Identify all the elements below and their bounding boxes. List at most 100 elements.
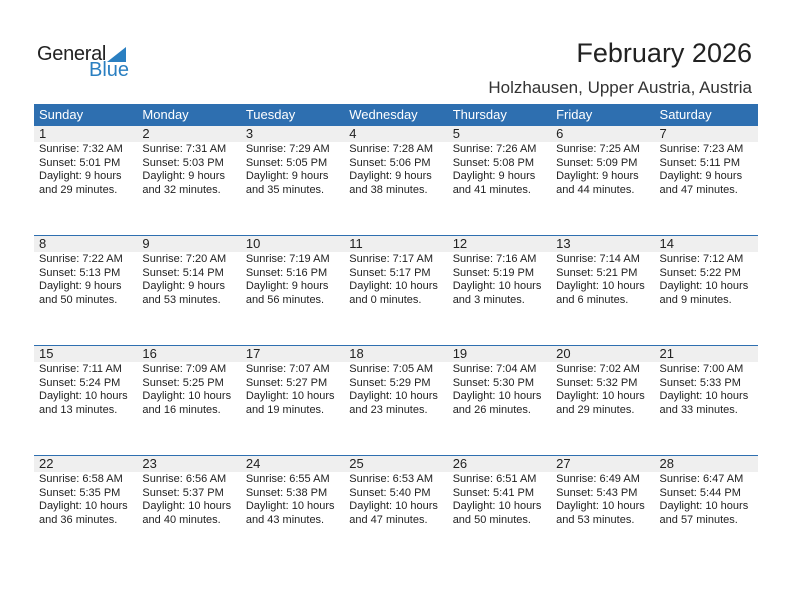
daylight-minutes-text: and 44 minutes.: [556, 183, 635, 196]
day-info: Sunrise: 7:25 AM Sunset: 5:09 PM Daylight:…: [551, 142, 654, 197]
day-cell: 12 Sunrise: 7:16 AM Sunset: 5:19 PM Dayligh…: [447, 236, 552, 307]
day-number: 2: [137, 126, 241, 142]
sunset-text: Sunset: 5:40 PM: [349, 486, 431, 499]
day-cell: 8 Sunrise: 7:22 AM Sunset: 5:13 PM Daylight…: [34, 236, 138, 307]
daylight-text: Daylight: 9 hours: [245, 280, 329, 292]
day-cell: 14 Sunrise: 7:12 AM Sunset: 5:22 PM Dayligh…: [654, 236, 758, 307]
day-cell: 5 Sunrise: 7:26 AM Sunset: 5:08 PM Daylight…: [447, 126, 552, 197]
sunrise-text: Sunrise: 6:56 AM: [142, 473, 227, 485]
daylight-minutes-text: and 32 minutes.: [142, 183, 221, 196]
day-info: Sunrise: 7:02 AM Sunset: 5:32 PM Daylight:…: [551, 362, 654, 417]
day-info: Sunrise: 7:05 AM Sunset: 5:29 PM Daylight:…: [344, 362, 447, 417]
sunrise-text: Sunrise: 7:25 AM: [556, 143, 640, 155]
daylight-minutes-text: and 50 minutes.: [39, 293, 118, 306]
sunrise-text: Sunrise: 7:11 AM: [39, 363, 122, 375]
day-number: 18: [344, 346, 448, 362]
sunrise-text: Sunrise: 7:02 AM: [556, 363, 640, 375]
daylight-text: Daylight: 9 hours: [349, 170, 432, 182]
daylight-text: Daylight: 10 hours: [349, 500, 438, 512]
sunset-text: Sunset: 5:35 PM: [39, 486, 121, 499]
sunrise-text: Sunrise: 7:28 AM: [349, 143, 434, 155]
sunset-text: Sunset: 5:37 PM: [142, 486, 224, 499]
sunrise-text: Sunrise: 7:26 AM: [452, 143, 537, 155]
day-info: Sunrise: 6:51 AM Sunset: 5:41 PM Daylight:…: [448, 472, 551, 527]
daylight-minutes-text: and 9 minutes.: [659, 293, 732, 306]
day-number: 28: [654, 456, 758, 472]
sunrise-text: Sunrise: 7:29 AM: [245, 143, 330, 155]
logo-blue-text: Blue: [89, 59, 130, 81]
daylight-text: Daylight: 10 hours: [452, 390, 542, 402]
weekday-header-friday: Friday: [556, 107, 593, 122]
day-info: Sunrise: 7:32 AM Sunset: 5:01 PM Daylight:…: [34, 142, 137, 197]
day-cell: 2 Sunrise: 7:31 AM Sunset: 5:03 PM Daylight…: [137, 126, 241, 197]
daylight-minutes-text: and 38 minutes.: [349, 183, 428, 196]
day-info: Sunrise: 6:49 AM Sunset: 5:43 PM Daylight:…: [551, 472, 654, 527]
day-cell: 4 Sunrise: 7:28 AM Sunset: 5:06 PM Daylight…: [344, 126, 448, 197]
location-subtitle: Holzhausen, Upper Austria, Austria: [488, 78, 752, 97]
day-number: 15: [34, 346, 138, 362]
day-cell: 23 Sunrise: 6:56 AM Sunset: 5:37 PM Dayligh…: [137, 456, 241, 527]
sunset-text: Sunset: 5:44 PM: [659, 486, 741, 499]
daylight-minutes-text: and 53 minutes.: [556, 513, 635, 526]
sunrise-text: Sunrise: 6:47 AM: [659, 473, 744, 485]
daylight-minutes-text: and 53 minutes.: [142, 293, 221, 306]
daylight-text: Daylight: 10 hours: [659, 500, 749, 512]
daylight-minutes-text: and 56 minutes.: [245, 293, 325, 306]
daylight-minutes-text: and 33 minutes.: [659, 403, 738, 416]
sunset-text: Sunset: 5:03 PM: [142, 156, 224, 169]
weekday-header-thursday: Thursday: [452, 107, 507, 122]
sunset-text: Sunset: 5:08 PM: [452, 156, 535, 169]
day-number: 3: [240, 126, 345, 142]
daylight-minutes-text: and 57 minutes.: [659, 513, 738, 526]
sunset-text: Sunset: 5:14 PM: [142, 266, 224, 279]
daylight-text: Daylight: 10 hours: [556, 390, 645, 402]
daylight-text: Daylight: 9 hours: [659, 170, 743, 182]
sunset-text: Sunset: 5:25 PM: [142, 376, 224, 389]
weekday-header-wednesday: Wednesday: [349, 107, 418, 122]
day-cell: 7 Sunrise: 7:23 AM Sunset: 5:11 PM Daylight…: [654, 126, 758, 197]
week-row: 15 Sunrise: 7:11 AM Sunset: 5:24 PM Dayligh…: [34, 345, 758, 417]
weekday-header-tuesday: Tuesday: [245, 107, 296, 122]
daylight-minutes-text: and 47 minutes.: [349, 513, 428, 526]
day-info: Sunrise: 6:55 AM Sunset: 5:38 PM Daylight:…: [241, 472, 344, 527]
day-cell: 11 Sunrise: 7:17 AM Sunset: 5:17 PM Dayligh…: [344, 236, 448, 307]
day-cell: 28 Sunrise: 6:47 AM Sunset: 5:44 PM Dayligh…: [654, 456, 758, 527]
sunset-text: Sunset: 5:13 PM: [39, 266, 121, 279]
sunset-text: Sunset: 5:01 PM: [39, 156, 121, 169]
daylight-text: Daylight: 9 hours: [39, 280, 122, 292]
day-info: Sunrise: 6:53 AM Sunset: 5:40 PM Daylight:…: [344, 472, 447, 527]
sunrise-text: Sunrise: 6:55 AM: [245, 473, 330, 485]
daylight-text: Daylight: 9 hours: [39, 170, 122, 182]
sunrise-text: Sunrise: 7:22 AM: [39, 253, 123, 265]
day-number: 17: [240, 346, 345, 362]
day-info: Sunrise: 7:09 AM Sunset: 5:25 PM Daylight:…: [137, 362, 240, 417]
day-number: 12: [447, 236, 552, 252]
sunset-text: Sunset: 5:17 PM: [349, 266, 431, 279]
daylight-text: Daylight: 10 hours: [142, 500, 232, 512]
daylight-minutes-text: and 43 minutes.: [245, 513, 325, 526]
day-number: 21: [654, 346, 758, 362]
day-info: Sunrise: 7:11 AM Sunset: 5:24 PM Daylight:…: [34, 362, 137, 417]
sunset-text: Sunset: 5:09 PM: [556, 156, 638, 169]
day-cell: 21 Sunrise: 7:00 AM Sunset: 5:33 PM Dayligh…: [654, 346, 758, 417]
daylight-text: Daylight: 9 hours: [142, 170, 225, 182]
day-cell: 13 Sunrise: 7:14 AM Sunset: 5:21 PM Dayligh…: [551, 236, 655, 307]
daylight-text: Daylight: 10 hours: [452, 280, 542, 292]
day-info: Sunrise: 6:56 AM Sunset: 5:37 PM Daylight:…: [137, 472, 240, 527]
day-cell: 22 Sunrise: 6:58 AM Sunset: 5:35 PM Dayligh…: [34, 456, 138, 527]
sunset-text: Sunset: 5:32 PM: [556, 376, 638, 389]
day-number: 22: [34, 456, 138, 472]
sunrise-text: Sunrise: 7:16 AM: [452, 253, 537, 265]
day-cell: 9 Sunrise: 7:20 AM Sunset: 5:14 PM Daylight…: [137, 236, 241, 307]
daylight-minutes-text: and 23 minutes.: [349, 403, 428, 416]
day-number: 24: [240, 456, 345, 472]
sunrise-text: Sunrise: 7:00 AM: [659, 363, 744, 375]
day-info: Sunrise: 7:14 AM Sunset: 5:21 PM Daylight:…: [551, 252, 654, 307]
day-number: 10: [240, 236, 345, 252]
day-info: Sunrise: 7:20 AM Sunset: 5:14 PM Daylight:…: [137, 252, 240, 307]
sunset-text: Sunset: 5:06 PM: [349, 156, 431, 169]
sunrise-text: Sunrise: 6:49 AM: [556, 473, 640, 485]
logo-general-text: General: [37, 43, 107, 65]
day-number: 8: [34, 236, 138, 252]
sunset-text: Sunset: 5:38 PM: [245, 486, 328, 499]
